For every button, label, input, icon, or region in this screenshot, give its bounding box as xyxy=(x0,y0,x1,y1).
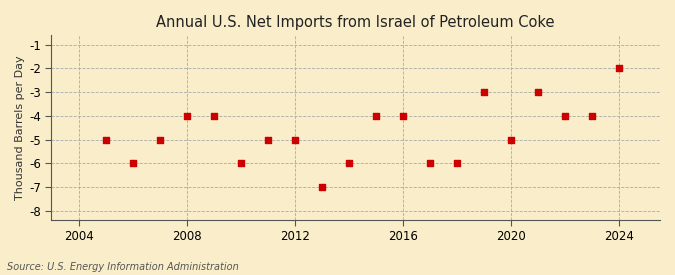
Point xyxy=(236,161,246,166)
Point xyxy=(371,114,381,118)
Point xyxy=(452,161,462,166)
Point xyxy=(506,137,516,142)
Point xyxy=(263,137,273,142)
Point xyxy=(614,66,625,71)
Point xyxy=(127,161,138,166)
Title: Annual U.S. Net Imports from Israel of Petroleum Coke: Annual U.S. Net Imports from Israel of P… xyxy=(157,15,555,30)
Point xyxy=(317,185,327,189)
Point xyxy=(479,90,489,94)
Point xyxy=(182,114,192,118)
Text: Source: U.S. Energy Information Administration: Source: U.S. Energy Information Administ… xyxy=(7,262,238,272)
Point xyxy=(533,90,543,94)
Point xyxy=(560,114,571,118)
Point xyxy=(155,137,165,142)
Point xyxy=(587,114,598,118)
Point xyxy=(209,114,219,118)
Point xyxy=(398,114,408,118)
Point xyxy=(344,161,354,166)
Point xyxy=(290,137,300,142)
Y-axis label: Thousand Barrels per Day: Thousand Barrels per Day xyxy=(15,55,25,200)
Point xyxy=(425,161,435,166)
Point xyxy=(100,137,111,142)
